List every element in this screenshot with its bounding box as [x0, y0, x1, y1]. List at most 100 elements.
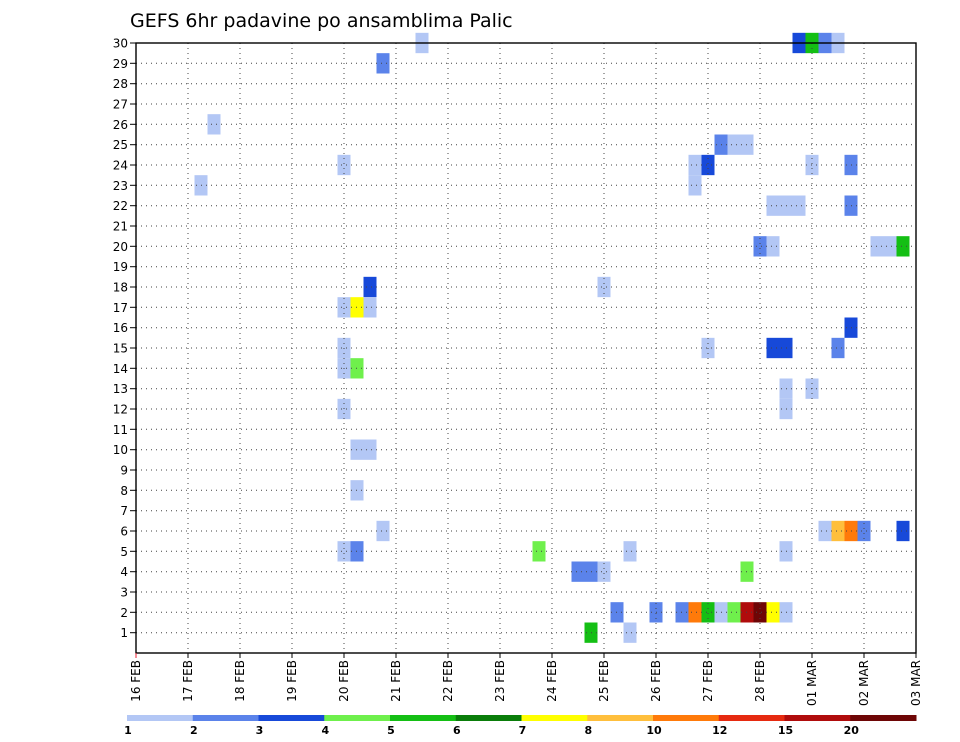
y-tick-label: 28 [113, 77, 128, 91]
x-tick-label: 19 FEB [285, 660, 299, 702]
precip-cell-60 [571, 561, 585, 582]
legend-label: 2 [190, 724, 198, 737]
precip-cell-8 [727, 134, 741, 155]
x-tick-label: 02 MAR [857, 660, 871, 706]
x-tick-label: 03 MAR [909, 660, 923, 706]
precip-cell-32 [337, 337, 351, 359]
x-tick-label: 28 FEB [753, 660, 767, 702]
legend-label: 10 [646, 724, 662, 737]
legend-swatch-9 [653, 715, 720, 721]
x-tick-label: 16 FEB [129, 660, 143, 702]
y-tick-label: 19 [113, 260, 128, 274]
y-tick-label: 7 [120, 504, 128, 518]
precip-cell-51 [896, 520, 910, 542]
legend-swatch-3 [258, 715, 325, 721]
color-legend: 1 2 3 4 5 6 7 8 10 12 15 20 [124, 715, 917, 737]
y-tick-label: 25 [113, 138, 128, 152]
precip-cell-30 [363, 297, 377, 318]
legend-swatch-1 [127, 715, 194, 721]
precip-cell-34 [766, 337, 780, 359]
legend-label: 1 [124, 724, 132, 737]
y-tick-label: 20 [113, 240, 128, 254]
y-tick-label: 4 [120, 565, 128, 579]
y-tick-label: 14 [113, 362, 128, 376]
precip-cell-58 [597, 561, 611, 582]
legend-swatch-10 [718, 715, 785, 721]
x-tick-label: 27 FEB [701, 660, 715, 702]
precip-cell-55 [623, 541, 637, 562]
x-tick-label: 25 FEB [597, 660, 611, 702]
y-tick-label: 18 [113, 281, 128, 295]
legend-swatch-7 [521, 715, 588, 721]
x-tick-label: 26 FEB [649, 660, 663, 702]
precip-cell-18 [792, 195, 806, 216]
y-tick-label: 8 [120, 484, 128, 498]
y-tick-label: 29 [113, 57, 128, 71]
legend-label: 3 [256, 724, 264, 737]
precip-cell-21 [753, 236, 767, 257]
precip-cell-10 [337, 154, 351, 176]
y-tick-label: 3 [120, 586, 128, 600]
y-tick-label: 30 [113, 37, 128, 51]
x-tick-label: 24 FEB [545, 660, 559, 702]
precip-cell-33 [701, 337, 715, 359]
legend-label: 5 [387, 724, 395, 737]
y-tick-label: 1 [120, 626, 128, 640]
precip-cell-54 [532, 541, 546, 562]
precip-cell-11 [688, 154, 702, 176]
y-tick-label: 6 [120, 525, 128, 539]
precip-cell-48 [831, 520, 845, 542]
chart-title: GEFS 6hr padavine po ansamblima Palic [130, 10, 513, 32]
precip-cell-65 [701, 602, 715, 623]
precip-cell-44 [363, 439, 377, 460]
precip-cell-64 [688, 602, 702, 623]
y-tick-label: 21 [113, 220, 128, 234]
legend-label: 12 [712, 724, 727, 737]
y-tick-label: 13 [113, 382, 128, 396]
precip-cell-27 [597, 276, 611, 298]
x-tick-label: 17 FEB [181, 660, 195, 702]
y-tick-label: 27 [113, 98, 128, 112]
precip-cell-36 [831, 337, 845, 359]
x-tick-label: 23 FEB [493, 660, 507, 702]
precip-cell-28 [337, 297, 351, 318]
precip-cell-25 [896, 236, 910, 257]
ensemble-cells [194, 32, 910, 643]
legend-swatch-5 [390, 715, 457, 721]
legend-label: 6 [453, 724, 461, 737]
legend-swatch-4 [324, 715, 391, 721]
legend-swatch-6 [455, 715, 522, 721]
precip-cell-16 [688, 175, 702, 196]
legend-label: 7 [519, 724, 527, 737]
precip-cell-52 [337, 541, 351, 562]
precip-cell-5 [376, 53, 390, 74]
y-tick-label: 11 [113, 423, 128, 437]
precip-cell-6 [207, 114, 221, 135]
precip-cell-22 [766, 236, 780, 257]
y-tick-label: 26 [113, 118, 128, 132]
legend-label: 20 [844, 724, 860, 737]
legend-swatch-11 [784, 715, 851, 721]
y-tick-label: 16 [113, 321, 128, 335]
legend-swatch-8 [587, 715, 654, 721]
legend-label: 8 [584, 724, 592, 737]
y-tick-label: 23 [113, 179, 128, 193]
y-tick-label: 2 [120, 606, 128, 620]
x-tick-label: 22 FEB [441, 660, 455, 702]
precip-cell-73 [623, 622, 637, 643]
x-tick-label: 21 FEB [389, 660, 403, 702]
y-tick-label: 9 [120, 464, 128, 478]
precip-cell-47 [818, 520, 832, 542]
precip-cell-24 [883, 236, 897, 257]
x-tick-label: 01 MAR [805, 660, 819, 706]
gridlines [136, 42, 916, 653]
y-tick-label: 10 [113, 443, 128, 457]
y-tick-label: 24 [113, 159, 128, 173]
precip-cell-20 [766, 195, 780, 216]
x-tick-label: 18 FEB [233, 660, 247, 702]
precip-cell-46 [376, 520, 390, 542]
precip-cell-70 [766, 602, 780, 623]
precip-cell-26 [363, 276, 377, 298]
legend-label: 15 [778, 724, 793, 737]
